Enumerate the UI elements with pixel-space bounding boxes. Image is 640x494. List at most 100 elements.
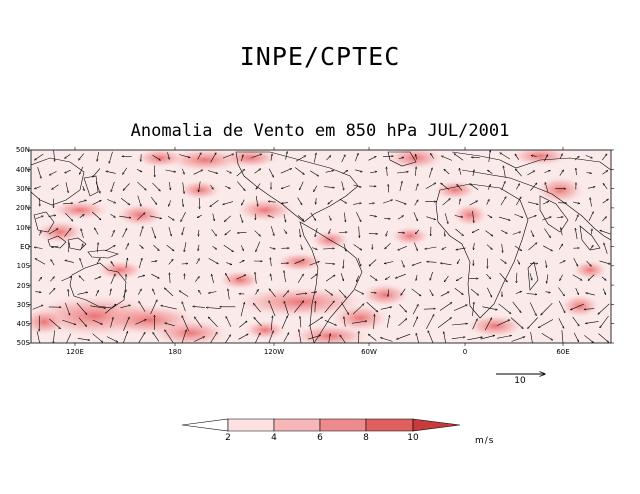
- wind-arrow: [541, 302, 553, 315]
- wind-arrow: [425, 183, 436, 189]
- wind-arrow: [312, 247, 317, 250]
- anomaly-patch: [510, 150, 570, 166]
- wind-arrow: [560, 274, 563, 281]
- wind-arrow: [138, 258, 142, 269]
- wind-arrow: [572, 274, 582, 281]
- wind-arrow: [105, 245, 115, 252]
- coastlines: [31, 151, 611, 343]
- wind-arrow: [499, 272, 508, 282]
- wind-arrow: [542, 201, 549, 205]
- wind-arrow: [531, 155, 537, 156]
- wind-arrow: [69, 243, 70, 253]
- wind-arrow: [79, 166, 84, 175]
- wind-arrow: [457, 258, 460, 264]
- wind-arrow: [396, 333, 411, 339]
- wind-arrow: [53, 150, 55, 161]
- wind-arrow: [97, 151, 99, 161]
- wind-arrow: [356, 275, 359, 282]
- wind-arrow: [283, 214, 286, 222]
- wind-arrow: [308, 335, 321, 340]
- wind-arrow: [487, 214, 492, 218]
- wind-arrow: [223, 244, 234, 252]
- wind-arrow: [573, 332, 579, 342]
- lat-label: 20S: [16, 282, 30, 290]
- anomaly-patch: [115, 203, 165, 227]
- wind-arrow: [600, 315, 609, 328]
- wind-arrow: [383, 200, 393, 204]
- wind-arrow: [502, 243, 503, 253]
- wind-arrow: [416, 154, 417, 160]
- wind-arrow: [397, 172, 408, 174]
- institution-header: INPE/CPTEC: [239, 42, 401, 71]
- wind-arrow: [119, 215, 131, 218]
- wind-arrow: [254, 317, 262, 327]
- wind-arrow: [93, 168, 101, 178]
- wind-arrow: [401, 260, 405, 267]
- wind-arrow: [469, 201, 478, 206]
- wind-arrow: [34, 153, 44, 160]
- wind-arrow: [68, 289, 69, 297]
- lat-label: 10S: [16, 262, 30, 270]
- wind-arrow: [255, 289, 259, 295]
- anomaly-patch: [535, 176, 585, 204]
- wind-arrow: [282, 291, 289, 298]
- wind-arrow: [397, 216, 404, 220]
- wind-arrow: [150, 300, 158, 315]
- wind-arrow: [53, 330, 55, 343]
- wind-arrow: [369, 259, 377, 267]
- wind-arrow: [558, 318, 564, 328]
- wind-arrow: [500, 197, 506, 206]
- wind-arrow: [368, 203, 375, 204]
- lat-label: 50S: [16, 339, 30, 347]
- wind-arrow: [575, 228, 578, 240]
- wind-arrow: [544, 170, 550, 173]
- wind-arrow: [589, 245, 593, 250]
- wind-arrow: [135, 320, 146, 325]
- wind-arrow: [388, 184, 389, 193]
- wind-arrow: [401, 288, 406, 296]
- wind-arrow: [556, 217, 563, 218]
- wind-arrow: [111, 230, 115, 238]
- wind-arrow: [587, 187, 595, 189]
- wind-arrow: [225, 229, 231, 235]
- wind-arrow: [181, 211, 186, 222]
- wind-arrow: [49, 171, 57, 175]
- wind-arrow: [150, 197, 157, 204]
- wind-arrow: [324, 289, 333, 296]
- wind-arrow: [486, 199, 490, 205]
- wind-arrow: [530, 183, 538, 191]
- wind-arrow: [109, 289, 112, 296]
- wind-arrow: [165, 330, 174, 343]
- wind-arrow: [487, 170, 493, 174]
- wind-arrow: [199, 181, 201, 193]
- wind-arrow: [515, 291, 522, 294]
- wind-arrow: [255, 195, 258, 207]
- wind-arrow: [570, 303, 585, 310]
- wind-arrow: [470, 184, 479, 191]
- wind-arrow: [281, 203, 289, 204]
- wind-arrow: [225, 273, 231, 282]
- wind-arrow: [444, 275, 449, 282]
- wind-arrow: [182, 316, 189, 332]
- colorbar-segment: [227, 418, 275, 432]
- wind-arrow: [210, 184, 214, 189]
- wind-arrow: [285, 152, 288, 160]
- wind-arrow: [600, 230, 611, 235]
- wind-arrow: [79, 214, 85, 219]
- wind-arrow: [164, 288, 174, 297]
- wind-arrow: [224, 215, 232, 222]
- wind-arrow: [193, 170, 203, 175]
- wind-arrow: [528, 243, 537, 251]
- wind-arrow: [39, 315, 40, 332]
- wind-arrow: [92, 333, 103, 343]
- wind-arrow: [77, 292, 88, 295]
- wind-arrow: [169, 182, 170, 190]
- wind-arrow: [65, 260, 74, 263]
- wind-arrow: [297, 197, 302, 205]
- wind-arrow: [184, 242, 187, 252]
- wind-arrow: [486, 273, 491, 279]
- wind-arrow: [561, 228, 563, 236]
- wind-arrow: [254, 230, 261, 237]
- wind-arrow: [414, 200, 419, 206]
- wind-arrow: [123, 331, 128, 343]
